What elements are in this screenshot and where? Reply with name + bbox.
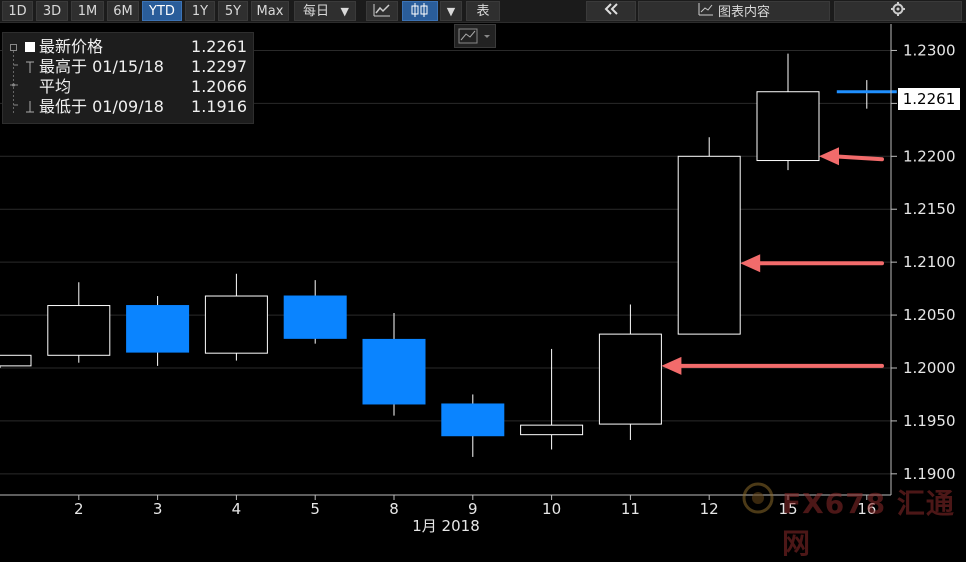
- frequency-label: 每日: [303, 4, 330, 19]
- y-tick-label: 1.1900: [903, 465, 956, 483]
- collapse-left-icon[interactable]: [586, 1, 636, 21]
- annotation-arrows: [661, 147, 884, 375]
- white-square-icon: [23, 37, 37, 57]
- legend-value: 1.2066: [191, 77, 247, 96]
- candle-body-up: [204, 295, 268, 354]
- x-tick-label: 5: [310, 500, 320, 518]
- chevron-down-icon: ▼: [340, 5, 349, 18]
- legend-row-low: 最低于 01/09/18 1.1916: [26, 97, 247, 117]
- mini-line-chart-icon: [458, 28, 490, 44]
- legend-value: 1.2297: [191, 57, 247, 76]
- chart-toolbar: 1D 3D 1M 6M YTD 1Y 5Y Max 每日 ▼ ▼ 表 图表内容: [0, 0, 966, 23]
- chart-contents-label: 图表内容: [717, 5, 770, 20]
- x-tick-label: 4: [232, 500, 242, 518]
- candle-body-up: [47, 305, 111, 356]
- x-tick-label: 2: [74, 500, 84, 518]
- axis-ticks: 1.23001.22501.22001.21501.21001.20501.20…: [74, 41, 955, 518]
- x-tick-label: 11: [621, 500, 640, 518]
- price-legend: 最新价格 1.2261 最高于 01/15/18 1.2297 平均 1.206…: [2, 32, 254, 124]
- legend-label: 最高于 01/15/18: [39, 57, 164, 76]
- settings-gear-icon[interactable]: [834, 1, 962, 21]
- last-price-tag: 1.2261: [898, 88, 960, 110]
- y-tick-label: 1.2300: [903, 41, 956, 59]
- period-1m-button[interactable]: 1M: [71, 1, 104, 21]
- chart-contents-icon: [698, 2, 714, 23]
- period-5y-button[interactable]: 5Y: [218, 1, 248, 21]
- table-button[interactable]: 表: [466, 1, 500, 21]
- y-tick-label: 1.2100: [903, 253, 956, 271]
- x-tick-label: 10: [542, 500, 561, 518]
- candle-body-up: [520, 424, 584, 436]
- watermark: FX678 汇通网: [738, 478, 958, 560]
- candles: [0, 53, 897, 457]
- x-tick-label: 3: [153, 500, 163, 518]
- candlestick-icon[interactable]: [402, 1, 438, 21]
- legend-row-high: 最高于 01/15/18 1.2297: [26, 57, 247, 77]
- candlestick-chart: 1.23001.22501.22001.21501.21001.20501.20…: [0, 24, 956, 535]
- legend-label: 平均: [39, 77, 72, 96]
- chart-axes: [0, 24, 892, 496]
- period-1y-button[interactable]: 1Y: [185, 1, 215, 21]
- candle-body-up: [677, 155, 741, 335]
- candle-body-down: [283, 295, 347, 339]
- chart-contents-button[interactable]: 图表内容: [638, 1, 830, 21]
- y-tick-label: 1.1950: [903, 412, 956, 430]
- chart-style-dropdown[interactable]: [454, 24, 496, 48]
- legend-row-average: 平均 1.2066: [39, 77, 247, 97]
- legend-value: 1.1916: [191, 97, 247, 116]
- y-tick-label: 1.2150: [903, 200, 956, 218]
- period-max-button[interactable]: Max: [251, 1, 289, 21]
- annotation-arrow-head: [819, 147, 839, 166]
- x-tick-label: 8: [389, 500, 399, 518]
- line-chart-icon[interactable]: [366, 1, 398, 21]
- legend-row-last-price: 最新价格 1.2261: [25, 37, 247, 57]
- watermark-text: FX678 汇通网: [782, 487, 955, 560]
- y-tick-label: 1.2200: [903, 147, 956, 165]
- period-6m-button[interactable]: 6M: [107, 1, 139, 21]
- candle-body-up: [598, 333, 662, 425]
- x-tick-label: 15: [778, 500, 797, 518]
- candle-body-down: [362, 338, 426, 405]
- x-tick-label: 16: [857, 500, 876, 518]
- low-marker-icon: [23, 97, 37, 117]
- frequency-dropdown[interactable]: 每日 ▼: [294, 1, 356, 21]
- high-marker-icon: [23, 57, 37, 77]
- annotation-arrow-shaft: [831, 154, 884, 162]
- candle-body-up: [0, 354, 32, 367]
- period-1d-button[interactable]: 1D: [2, 1, 33, 21]
- chart-type-chevron-icon[interactable]: ▼: [440, 1, 462, 21]
- period-3d-button[interactable]: 3D: [36, 1, 68, 21]
- legend-label: 最低于 01/09/18: [39, 97, 164, 116]
- candle-body-up: [756, 91, 820, 162]
- legend-tree-lines: [10, 44, 18, 115]
- legend-label: 最新价格: [39, 37, 104, 56]
- period-ytd-button[interactable]: YTD: [142, 1, 182, 21]
- legend-value: 1.2261: [191, 37, 247, 56]
- x-tick-label: 9: [468, 500, 478, 518]
- candle-body-down: [441, 403, 505, 437]
- watermark-logo-icon: [742, 482, 774, 514]
- annotation-arrow-head: [740, 254, 761, 273]
- x-axis-title: 1月 2018: [412, 517, 480, 535]
- candle-body-down: [126, 305, 190, 353]
- y-tick-label: 1.2050: [903, 306, 956, 324]
- x-tick-label: 12: [700, 500, 719, 518]
- y-tick-label: 1.2000: [903, 359, 956, 377]
- annotation-arrow-head: [661, 356, 682, 375]
